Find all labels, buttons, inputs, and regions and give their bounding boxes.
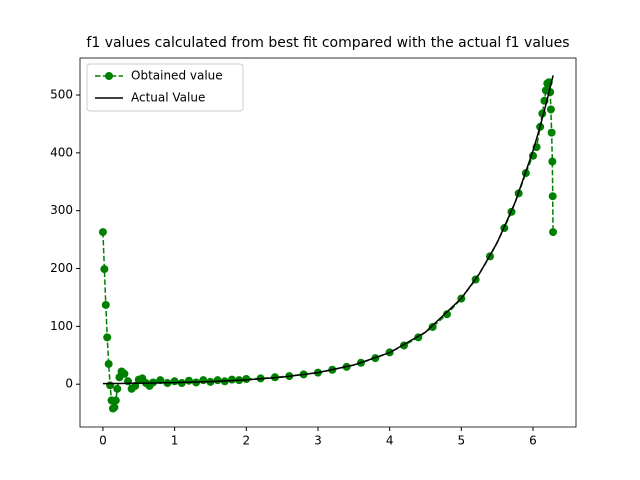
point	[184, 376, 193, 385]
legend-marker	[105, 72, 113, 80]
y-tick-label: 100	[50, 319, 73, 333]
point	[104, 359, 113, 368]
point	[110, 403, 119, 412]
point	[548, 157, 557, 166]
x-tick-label: 1	[171, 434, 179, 448]
x-tick-label: 0	[99, 434, 107, 448]
x-tick-label: 3	[314, 434, 322, 448]
y-tick-label: 400	[50, 145, 73, 159]
point	[546, 105, 555, 114]
series-line	[102, 75, 554, 385]
point	[120, 369, 129, 378]
point	[100, 265, 109, 274]
point	[199, 376, 208, 385]
x-tick-label: 2	[242, 434, 250, 448]
x-tick-label: 5	[457, 434, 465, 448]
x-tick-label: 6	[529, 434, 537, 448]
point	[106, 381, 115, 390]
point	[113, 384, 122, 393]
y-tick-label: 0	[65, 377, 73, 391]
x-tick-label: 4	[386, 434, 394, 448]
y-tick-label: 200	[50, 261, 73, 275]
point	[227, 375, 236, 384]
legend-label: Obtained value	[131, 69, 223, 83]
series-line	[102, 80, 554, 410]
point	[442, 310, 451, 319]
point	[549, 228, 558, 237]
chart-title: f1 values calculated from best fit compa…	[86, 35, 569, 51]
point	[213, 376, 222, 385]
point	[111, 396, 120, 405]
point	[548, 192, 557, 201]
y-tick-label: 500	[50, 88, 73, 102]
plot-frame	[79, 57, 577, 428]
point	[170, 377, 179, 386]
legend-box	[86, 63, 244, 112]
point	[101, 300, 110, 309]
point	[103, 333, 112, 342]
point	[428, 322, 437, 331]
point	[242, 374, 251, 383]
point	[98, 228, 107, 237]
y-tick-label: 300	[50, 203, 73, 217]
point	[547, 128, 556, 137]
legend-label: Actual Value	[131, 91, 205, 105]
